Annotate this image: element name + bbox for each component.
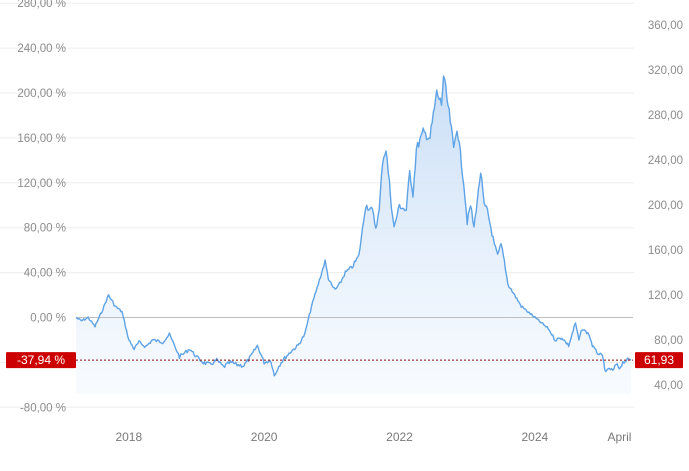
left-axis-percent: 280,00 % 240,00 % 200,00 % 160,00 % 120,00 %… bbox=[17, 0, 66, 414]
left-axis-tick-label: 0,00 % bbox=[30, 313, 66, 325]
current-percent-tag: -37,94 % bbox=[6, 352, 76, 369]
left-axis-tick-label: -80,00 % bbox=[20, 402, 66, 414]
x-axis-tick-label: 2024 bbox=[522, 430, 549, 444]
right-axis-tick-label: 120,00 bbox=[648, 290, 683, 302]
left-axis-tick-label: 280,00 % bbox=[17, 0, 66, 10]
series-area-fill bbox=[76, 76, 631, 394]
current-value-tag: 61,93 bbox=[635, 352, 683, 369]
right-axis-tick-label: 160,00 bbox=[648, 245, 683, 257]
x-axis-tick-label: 2020 bbox=[251, 430, 278, 444]
right-axis-tick-label: 320,00 bbox=[648, 65, 683, 77]
left-axis-tick-label: 120,00 % bbox=[17, 178, 66, 190]
left-axis-tick-label: 40,00 % bbox=[24, 268, 66, 280]
current-percent-label: -37,94 % bbox=[17, 353, 65, 367]
left-axis-tick-label: 160,00 % bbox=[17, 133, 66, 145]
right-axis-price: 360,00 320,00 280,00 240,00 200,00 160,00 120,… bbox=[648, 20, 683, 392]
right-axis-tick-label: 280,00 bbox=[648, 110, 683, 122]
left-axis-tick-label: 200,00 % bbox=[17, 88, 66, 100]
current-percent-tag-background bbox=[6, 352, 76, 369]
series-line bbox=[75, 75, 632, 377]
x-axis-tick-label: April bbox=[607, 430, 631, 444]
current-value-tag-background bbox=[635, 352, 683, 369]
current-value-label: 61,93 bbox=[644, 353, 674, 367]
left-axis-tick-label: 80,00 % bbox=[24, 223, 66, 235]
x-axis-tick-label: 2018 bbox=[115, 430, 142, 444]
x-axis-tick-label: 2022 bbox=[386, 430, 413, 444]
right-axis-tick-label: 80,00 bbox=[654, 335, 683, 347]
left-axis-tick-label: 240,00 % bbox=[17, 43, 66, 55]
x-axis-dates: 2018 2020 2022 2024 April bbox=[115, 430, 631, 444]
right-axis-tick-label: 360,00 bbox=[648, 20, 683, 32]
right-axis-tick-label: 240,00 bbox=[648, 155, 683, 167]
right-axis-tick-label: 200,00 bbox=[648, 200, 683, 212]
right-axis-tick-label: 40,00 bbox=[654, 380, 683, 392]
gridlines bbox=[0, 2, 634, 408]
